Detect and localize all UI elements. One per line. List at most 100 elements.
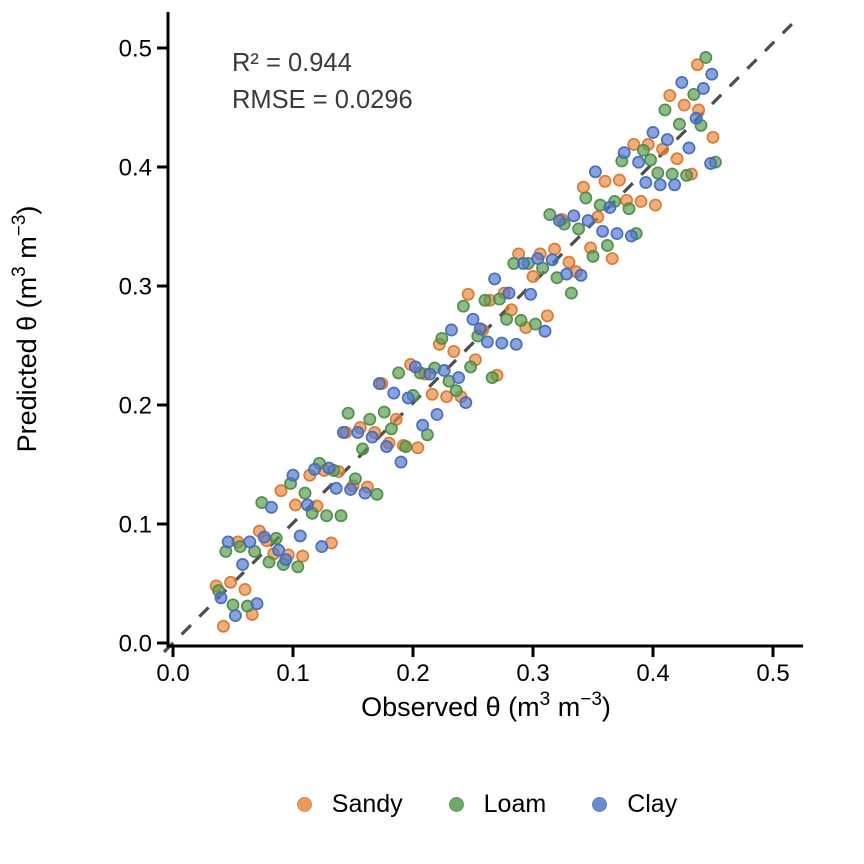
data-point-clay — [423, 367, 437, 381]
data-point-loam — [586, 249, 600, 263]
data-point-loam — [399, 440, 413, 454]
x-tick-label: 0.3 — [516, 660, 549, 687]
data-point-sandy — [216, 619, 230, 633]
y-tick-label: 0.4 — [119, 155, 152, 182]
data-point-clay — [624, 229, 638, 243]
data-point-clay — [704, 156, 718, 170]
data-point-clay — [315, 540, 329, 554]
y-tick-label: 0.2 — [119, 393, 152, 420]
data-point-clay — [264, 500, 278, 514]
y-axis-title: Predicted θ (m3 m−3) — [9, 206, 42, 453]
data-point-sandy — [224, 575, 238, 589]
data-point-loam — [464, 360, 478, 374]
data-point-clay — [473, 322, 487, 336]
data-point-loam — [564, 286, 578, 300]
data-point-clay — [387, 386, 401, 400]
data-point-sandy — [605, 252, 619, 266]
data-point-loam — [572, 222, 586, 236]
legend-label-sandy: Sandy — [331, 789, 403, 818]
data-point-clay — [322, 461, 336, 475]
data-point-sandy — [690, 58, 704, 72]
data-point-loam — [456, 299, 470, 313]
plot-svg: 0.0 0.1 0.2 0.3 0.4 0.5 0.0 0.1 0.2 0.3 0.4 0.5 R² … — [9, 12, 803, 722]
data-point-sandy — [598, 174, 612, 188]
data-point-loam — [600, 239, 614, 252]
data-point-clay — [250, 597, 264, 611]
data-point-sandy — [634, 195, 648, 208]
data-point-loam — [651, 166, 665, 180]
data-point-clay — [394, 455, 408, 469]
data-point-sandy — [548, 242, 562, 256]
data-point-clay — [243, 535, 257, 549]
data-point-clay — [581, 214, 595, 228]
loam-dot-icon — [448, 796, 464, 812]
data-point-loam — [320, 509, 334, 523]
data-point-clay — [545, 253, 559, 267]
data-point-loam — [478, 293, 492, 307]
data-point-sandy — [677, 98, 691, 112]
clay-dot-icon — [592, 796, 608, 812]
data-point-clay — [632, 155, 646, 169]
data-point-loam — [680, 168, 694, 182]
data-point-clay — [336, 425, 350, 439]
data-point-clay — [509, 337, 523, 351]
data-point-clay — [408, 360, 422, 374]
data-point-clay — [574, 268, 588, 282]
x-axis-title: Observed θ (m3 m−3) — [361, 689, 611, 722]
x-tick-label: 0.4 — [636, 660, 669, 687]
x-tick-label: 0.5 — [756, 660, 789, 687]
data-point-clay — [257, 530, 271, 544]
data-point-loam — [341, 406, 355, 420]
x-tick-label: 0.1 — [276, 660, 309, 687]
data-point-clay — [588, 165, 602, 179]
data-point-clay — [488, 272, 502, 286]
data-point-clay — [596, 224, 610, 238]
y-tick-label: 0.1 — [119, 512, 152, 539]
data-point-clay — [524, 287, 538, 301]
legend-item-sandy: Sandy — [296, 789, 403, 819]
data-point-clay — [214, 591, 228, 605]
data-point-sandy — [288, 498, 302, 512]
data-point-clay — [401, 391, 415, 405]
data-point-sandy — [274, 484, 288, 498]
data-point-clay — [430, 408, 444, 421]
data-point-loam — [269, 531, 283, 545]
data-point-sandy — [663, 89, 677, 103]
legend-label-clay: Clay — [627, 789, 678, 818]
data-point-loam — [665, 167, 679, 181]
data-point-loam — [485, 371, 499, 385]
data-point-sandy — [411, 441, 425, 455]
chart-layer: 0.0 0.1 0.2 0.3 0.4 0.5 0.0 0.1 0.2 0.3 0.4 0.5 — [119, 12, 803, 687]
data-point-loam — [298, 486, 312, 500]
data-point-sandy — [425, 387, 439, 401]
data-point-loam — [500, 312, 514, 326]
data-point-clay — [531, 252, 545, 266]
data-point-clay — [286, 468, 300, 482]
data-point-clay — [329, 481, 343, 495]
data-point-clay — [437, 364, 451, 377]
data-point-clay — [272, 543, 286, 557]
data-point-loam — [356, 442, 370, 456]
data-point-clay — [560, 267, 574, 281]
r2-annotation: R² = 0.944 — [232, 49, 352, 77]
data-point-loam — [672, 117, 686, 131]
data-point-loam — [392, 366, 406, 380]
data-point-sandy — [461, 287, 475, 301]
data-point-loam — [622, 202, 636, 216]
data-point-loam — [363, 412, 377, 426]
data-point-clay — [459, 396, 473, 410]
data-point-clay — [653, 178, 667, 192]
data-point-sandy — [706, 130, 720, 144]
data-point-clay — [452, 371, 466, 385]
y-tick-label: 0.0 — [119, 631, 152, 658]
data-point-clay — [358, 486, 372, 500]
data-point-sandy — [238, 583, 252, 596]
data-point-loam — [658, 103, 672, 117]
data-point-loam — [579, 191, 593, 205]
data-point-sandy — [526, 270, 540, 283]
data-point-loam — [699, 51, 713, 64]
legend-item-loam: Loam — [448, 790, 546, 819]
data-point-clay — [228, 609, 242, 623]
data-point-sandy — [540, 309, 554, 323]
data-point-sandy — [627, 137, 641, 151]
